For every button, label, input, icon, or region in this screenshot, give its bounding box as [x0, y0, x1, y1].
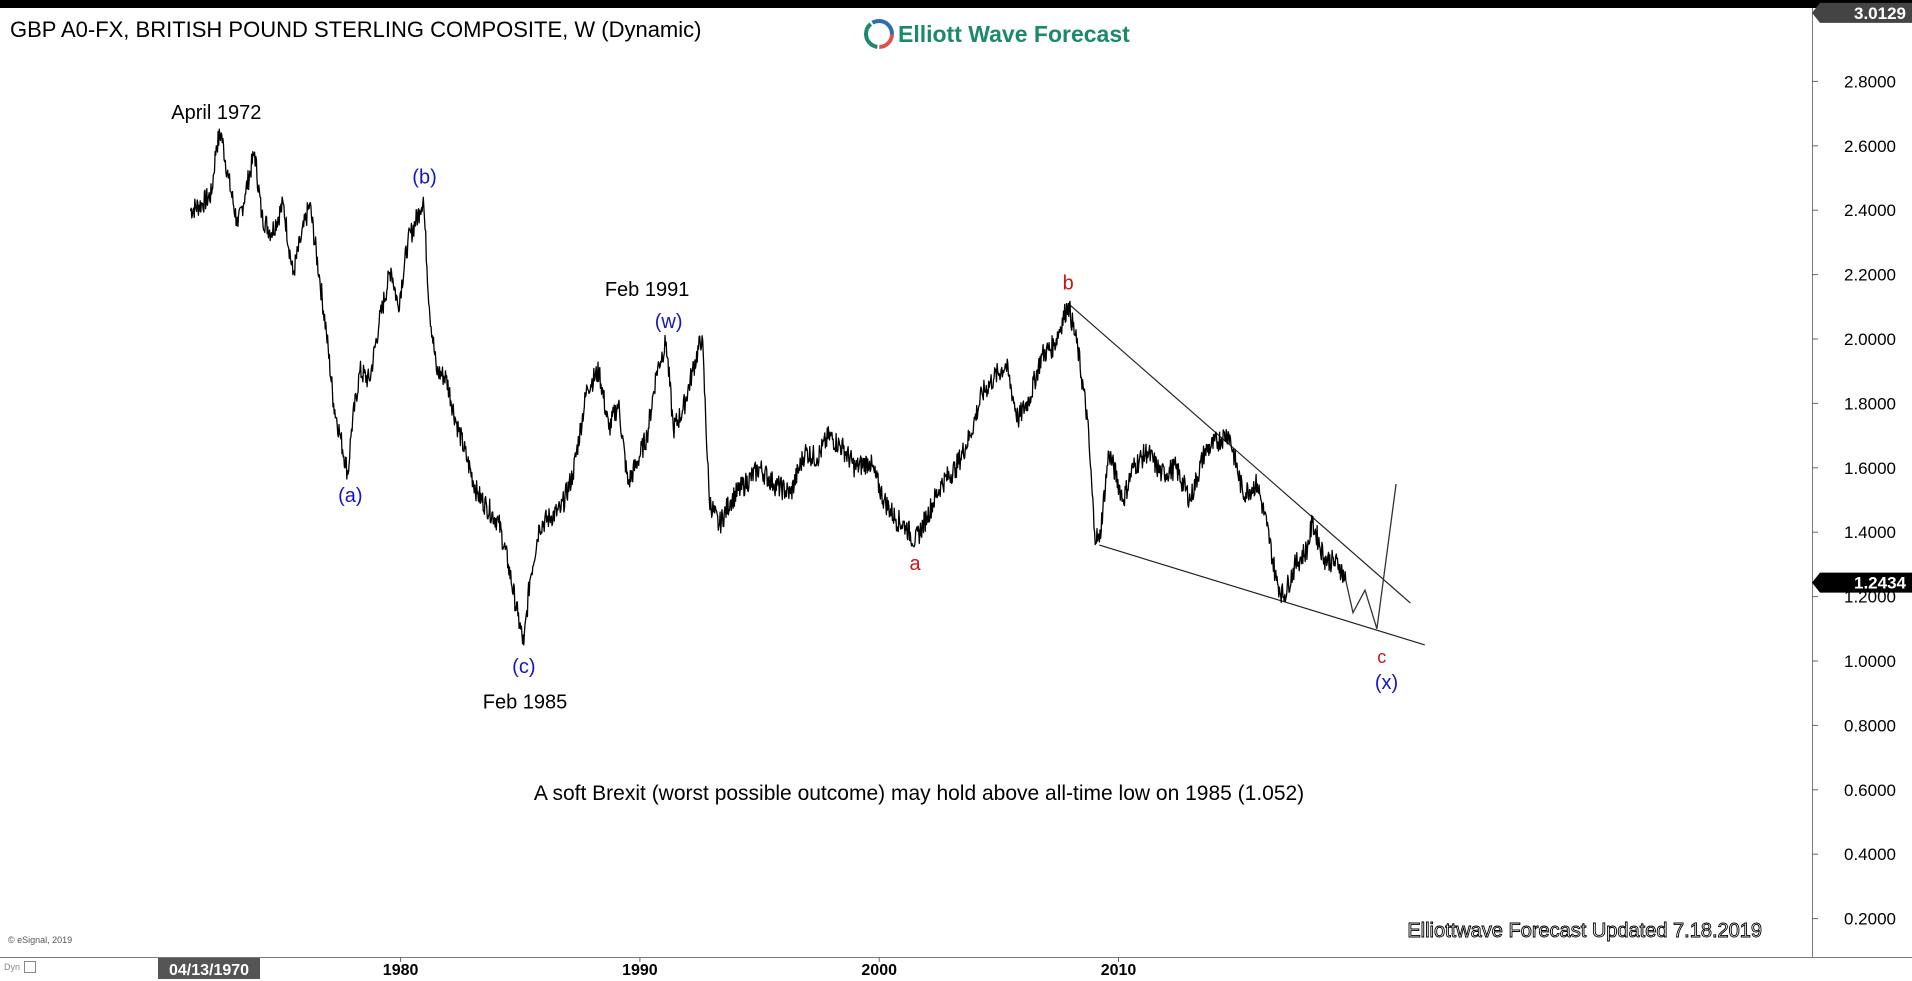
price-series-line[interactable]	[189, 128, 1347, 646]
price-axis[interactable]	[1812, 8, 1912, 957]
wave-label-2: (b)	[412, 166, 436, 188]
y-tick-label: 2.8000	[1844, 72, 1896, 91]
brand-logo: Elliott Wave Forecast	[864, 19, 1130, 49]
y-tick-label: 2.0000	[1844, 330, 1896, 349]
dyn-box-icon	[24, 961, 37, 973]
wave-label-10: c	[1377, 647, 1386, 667]
wave-label-4: (c)	[512, 656, 535, 678]
dyn-toggle[interactable]: Dyn	[4, 961, 37, 973]
chart-title: GBP A0-FX, BRITISH POUND STERLING COMPOS…	[10, 17, 702, 42]
wave-label-11: (x)	[1375, 672, 1398, 694]
annotation-note: A soft Brexit (worst possible outcome) m…	[534, 782, 1304, 805]
wave-label-9: b	[1063, 273, 1074, 295]
wave-label-1: April 1972	[171, 102, 261, 124]
footer-note: Elliottwave Forecast Updated 7.18.2019	[1407, 920, 1762, 942]
x-tick-label: 1980	[383, 962, 419, 979]
y-tick-label: 2.6000	[1844, 137, 1896, 156]
plot-area[interactable]	[0, 8, 1812, 957]
y-tick-label: 0.8000	[1844, 716, 1896, 735]
y-tick-label: 0.6000	[1844, 781, 1896, 800]
y-tick-label: 1.0000	[1844, 652, 1896, 671]
y-tick-label: 0.4000	[1844, 845, 1896, 864]
x-start-tag[interactable]	[158, 958, 260, 979]
wave-label-5: Feb 1985	[483, 691, 568, 713]
y-tick-label: 2.2000	[1844, 266, 1896, 285]
trendline-2[interactable]	[1099, 544, 1425, 646]
axis-corner	[1812, 957, 1912, 981]
brand-name: Elliott Wave Forecast	[898, 20, 1130, 47]
projection-path[interactable]	[1345, 483, 1397, 629]
x-tick-label: 2000	[861, 962, 897, 979]
dyn-label: Dyn	[4, 962, 21, 972]
x-tick-label: 1990	[622, 962, 658, 979]
top-price-label: 3.0129	[1854, 4, 1906, 23]
x-tick-label: 2010	[1101, 962, 1137, 979]
trendline-1[interactable]	[1067, 303, 1411, 604]
y-tick-label: 1.6000	[1844, 459, 1896, 478]
y-tick-label: 2.4000	[1844, 201, 1896, 220]
wave-label-8: a	[910, 553, 922, 575]
current-price-tag[interactable]	[1812, 572, 1912, 593]
y-tick-label: 0.2000	[1844, 910, 1896, 929]
wave-label-7: Feb 1991	[605, 279, 690, 301]
top-price-tag[interactable]	[1812, 2, 1912, 23]
x-start-label: 04/13/1970	[169, 962, 249, 979]
y-tick-label: 1.8000	[1844, 394, 1896, 413]
copyright-text: © eSignal, 2019	[8, 935, 73, 945]
wave-label-3: (a)	[338, 485, 362, 507]
current-price-label: 1.2434	[1854, 574, 1907, 593]
time-axis[interactable]	[0, 957, 1812, 981]
y-tick-label: 1.4000	[1844, 523, 1896, 542]
brand-icon	[864, 19, 894, 49]
wave-label-6: (w)	[655, 311, 683, 333]
